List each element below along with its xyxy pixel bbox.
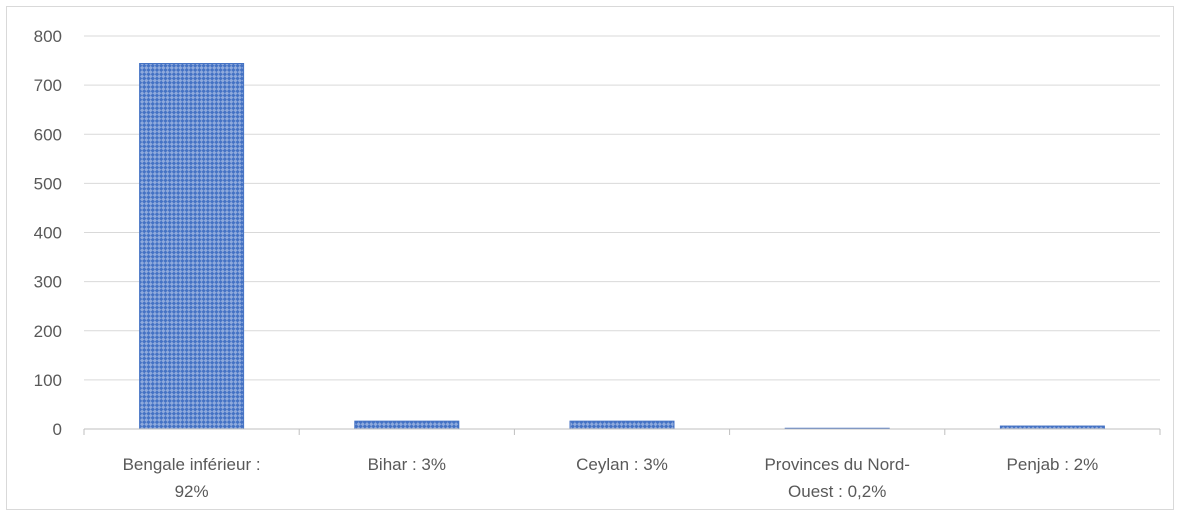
bar <box>569 420 675 430</box>
x-tick-label: Penjab : 2% <box>1007 455 1099 474</box>
bars <box>139 63 1105 430</box>
x-tick-label: Ceylan : 3% <box>576 455 668 474</box>
y-tick-label: 700 <box>34 76 62 95</box>
y-tick-label: 500 <box>34 174 62 193</box>
y-tick-label: 800 <box>34 27 62 46</box>
gridlines <box>84 35 1160 381</box>
x-tick-label: Provinces du Nord-Ouest : 0,2% <box>764 455 910 501</box>
bar <box>139 63 245 430</box>
y-tick-label: 400 <box>34 224 62 243</box>
x-tick-label: Bengale inférieur :92% <box>123 455 261 501</box>
y-tick-labels: 0 100 200 300 400 500 600 700 800 <box>34 27 62 439</box>
x-tick-labels: Bengale inférieur :92% Bihar : 3% Ceylan :… <box>123 455 1099 501</box>
y-tick-label: 600 <box>34 125 62 144</box>
y-tick-label: 0 <box>53 420 62 439</box>
y-tick-label: 300 <box>34 273 62 292</box>
y-tick-label: 200 <box>34 322 62 341</box>
x-tick-label: Bihar : 3% <box>368 455 446 474</box>
y-tick-label: 100 <box>34 371 62 390</box>
x-axis <box>83 428 1161 435</box>
bar <box>354 420 460 430</box>
